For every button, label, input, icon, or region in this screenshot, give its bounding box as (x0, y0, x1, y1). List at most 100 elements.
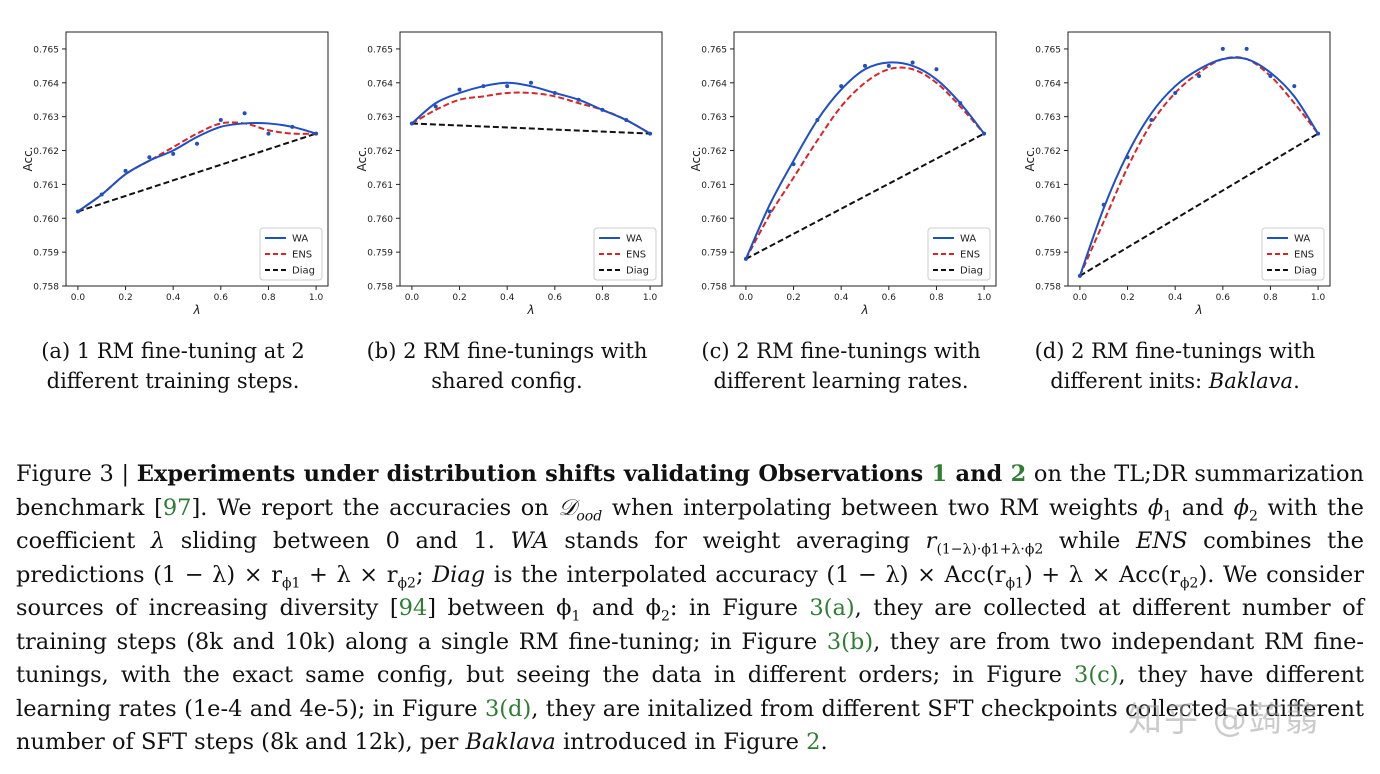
caption-text: and (1172, 494, 1234, 521)
math-r2-sub: ϕ2 (397, 575, 416, 591)
x-tick-label: 0.4 (1168, 293, 1183, 303)
data-point (958, 101, 963, 106)
math-phi2: ϕ (1233, 494, 1249, 521)
data-point (505, 84, 510, 89)
data-point (457, 87, 462, 92)
math-phi1: ϕ (1147, 494, 1164, 521)
ref-figure-3d[interactable]: 3(d) (484, 695, 532, 722)
y-tick-label: 0.765 (33, 45, 59, 55)
ref-observation-1[interactable]: 1 (931, 461, 948, 487)
y-tick-label: 0.759 (367, 249, 393, 259)
subcaption-c-line1: (c) 2 RM fine-tunings with (701, 339, 981, 363)
x-tick-label: 0.2 (1120, 293, 1134, 303)
panel-c: 0.758 0.759 0.760 0.761 0.762 0.763 0.764 0.765… (684, 30, 1006, 320)
x-tick-label: 0.2 (452, 293, 466, 303)
legend-label-wa: WA (292, 234, 308, 245)
legend-box (1261, 227, 1325, 281)
data-point (242, 111, 247, 116)
subcaption-b-line1: (b) 2 RM fine-tunings with (366, 339, 648, 363)
series-line-ens (1078, 56, 1319, 277)
subcaption-d: (d) 2 RM fine-tunings with different ini… (1010, 336, 1340, 396)
math-phi2-sub: 2 (1249, 508, 1258, 524)
series-line-ens (411, 91, 651, 135)
x-tick-label: 0.8 (1263, 293, 1278, 303)
data-point (1125, 155, 1130, 160)
series-line-diag (1079, 132, 1319, 277)
x-tick-label: 0.0 (71, 293, 86, 303)
series-line-wa (411, 81, 651, 135)
y-axis-label: Acc. (689, 146, 703, 171)
math-d-ood-sub: ood (576, 508, 603, 524)
caption-text: , they are from two independant RM fine-… (16, 628, 1364, 689)
caption-text: ] between ϕ (427, 595, 572, 621)
y-tick-label: 0.761 (1035, 181, 1061, 191)
caption-label: Figure 3 | (16, 461, 137, 487)
series-line-diag (77, 132, 317, 213)
x-tick-label: 0.2 (786, 293, 800, 303)
y-tick-label: 0.758 (701, 283, 727, 293)
data-point (624, 118, 629, 123)
legend-label-wa: WA (960, 234, 976, 245)
math-r-wa-sub: (1−λ)·ϕ1+λ·ϕ2 (936, 541, 1044, 558)
x-tick-label: 0.6 (548, 293, 563, 303)
data-point (767, 209, 772, 214)
ref-figure-3c[interactable]: 3(c) (1074, 662, 1119, 688)
y-tick-label: 0.761 (701, 181, 727, 191)
data-point (1316, 131, 1321, 136)
caption-text: sliding between 0 and 1. (165, 528, 511, 554)
data-point (910, 60, 915, 65)
data-point (648, 131, 653, 136)
caption-text: . (820, 729, 828, 755)
y-tick-label: 0.759 (33, 249, 59, 259)
y-tick-label: 0.762 (367, 147, 393, 157)
x-tick-label: 0.6 (882, 293, 897, 303)
x-tick-label: 0.8 (595, 293, 610, 303)
y-tick-label: 0.764 (1035, 79, 1061, 89)
y-tick-label: 0.765 (1035, 45, 1061, 55)
data-point (1197, 74, 1201, 79)
ref-figure-2[interactable]: 2 (806, 729, 821, 755)
data-point (266, 131, 271, 136)
y-tick-label: 0.763 (1035, 113, 1061, 123)
x-tick-label: 0.2 (118, 293, 132, 303)
caption-text: while (1043, 528, 1136, 554)
x-tick-label: 0.0 (1073, 293, 1088, 303)
y-tick-label: 0.764 (33, 79, 59, 89)
subcaption-b-line2: shared config. (431, 369, 583, 393)
watermark: 知乎 @蒟蒻 (1128, 700, 1321, 740)
ref-cite-97[interactable]: 97 (162, 494, 192, 521)
term-wa: WA (510, 528, 549, 554)
legend-label-ens: ENS (292, 250, 312, 261)
subcaption-c-line2: different learning rates. (713, 369, 969, 393)
ref-figure-3b[interactable]: 3(b) (826, 628, 874, 655)
caption-text: combines the predictions (1 − λ) × r (16, 528, 1364, 588)
ref-figure-3a[interactable]: 3(a) (809, 595, 855, 621)
data-point (1149, 118, 1154, 123)
ref-cite-94[interactable]: 94 (398, 595, 428, 621)
subcaption-c: (c) 2 RM fine-tunings with different lea… (676, 336, 1006, 396)
y-axis-label: Acc. (1023, 146, 1037, 171)
data-point (839, 84, 844, 89)
caption-text: , they are initalized from different SFT… (16, 695, 1364, 756)
data-point (552, 90, 557, 95)
subcaption-b: (b) 2 RM fine-tunings with shared config… (342, 336, 672, 396)
y-tick-label: 0.764 (701, 79, 727, 89)
term-ens: ENS (1135, 528, 1188, 554)
legend-label-ens: ENS (1294, 250, 1314, 261)
data-point (600, 107, 605, 112)
chart-a: 0.758 0.759 0.760 0.761 0.762 0.763 0.764 0.765… (21, 31, 329, 317)
ref-observation-2[interactable]: 2 (1010, 461, 1027, 487)
caption-text: and ϕ (580, 595, 661, 621)
legend-box (259, 227, 323, 281)
legend-box (927, 227, 991, 281)
series-line-diag (411, 122, 651, 135)
data-point (314, 131, 319, 136)
legend-label-wa: WA (1294, 234, 1310, 245)
term-diag: Diag (432, 561, 486, 588)
caption-text: ; (415, 561, 433, 588)
caption-text: ) + λ × Acc(r (1023, 561, 1180, 588)
data-point (863, 63, 867, 68)
data-point (433, 104, 438, 109)
x-tick-label: 1.0 (309, 293, 324, 303)
data-point (1268, 74, 1273, 79)
